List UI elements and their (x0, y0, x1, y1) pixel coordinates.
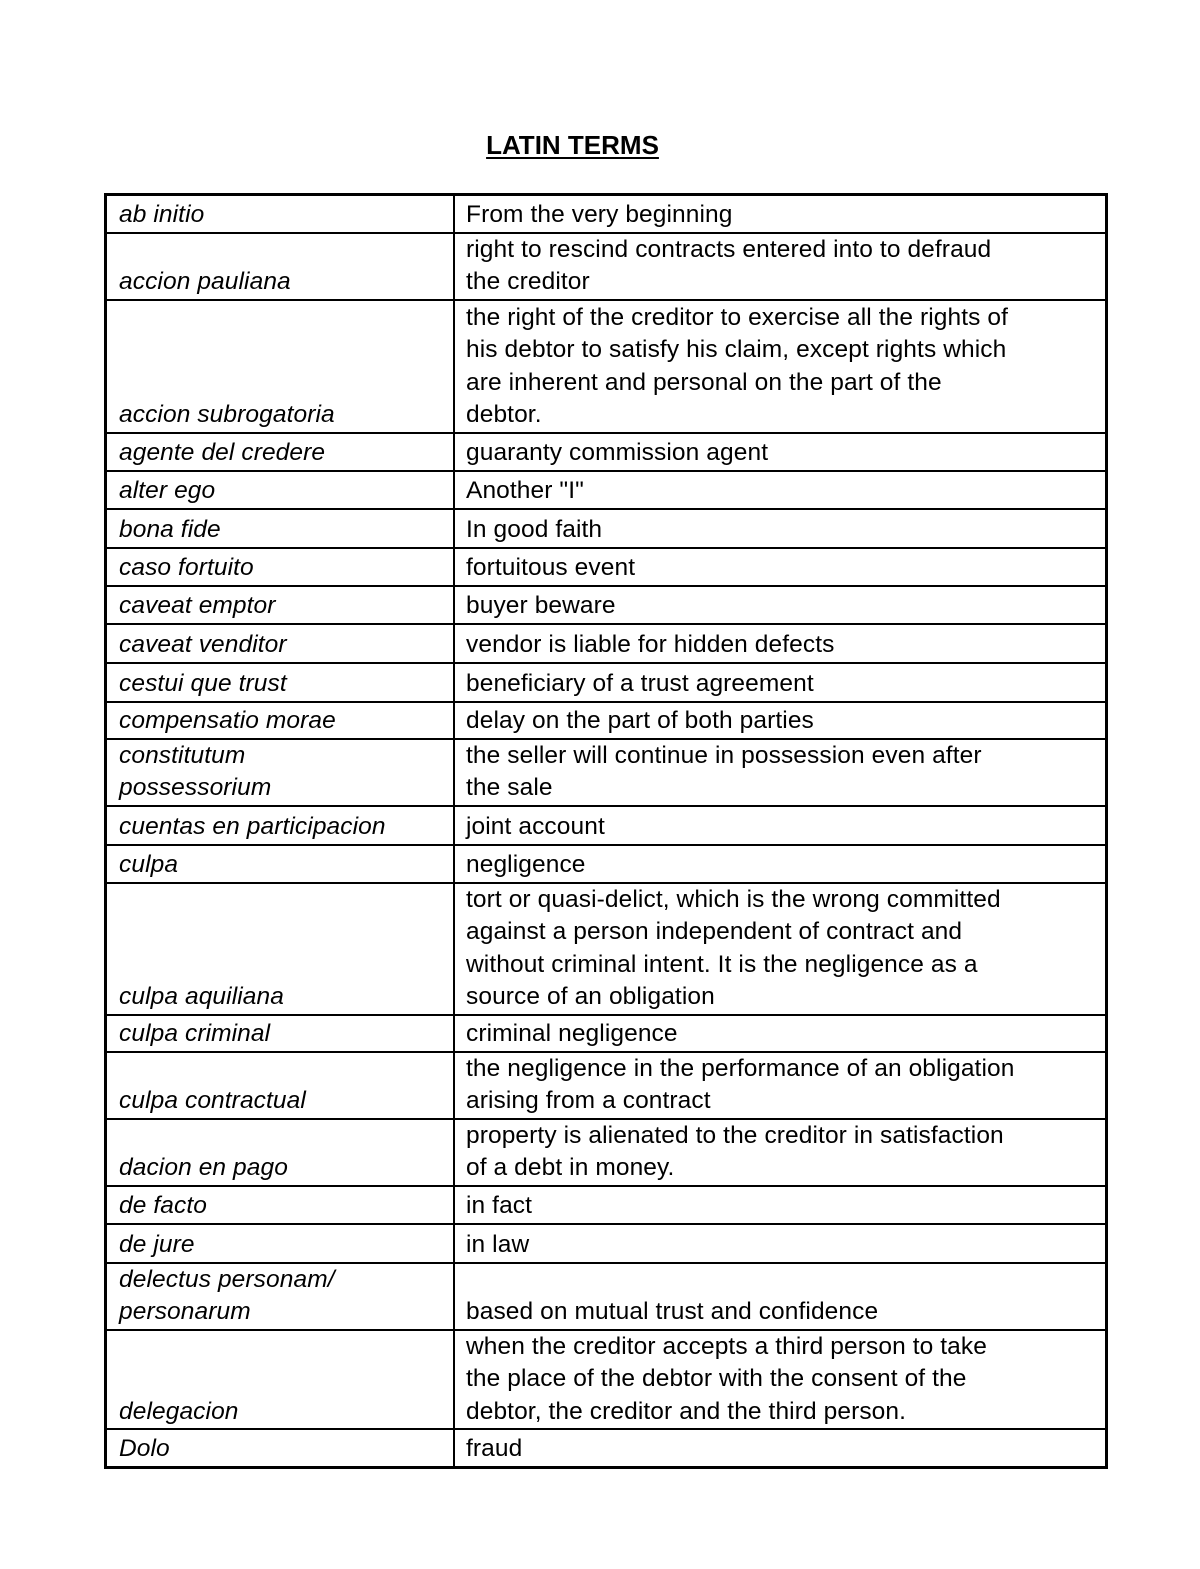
term-definition: fraud (453, 1428, 1108, 1468)
term-definition: In good faith (453, 507, 1108, 549)
table-row: bona fide In good faith (104, 507, 1108, 549)
term-definition: when the creditor accepts a third person… (453, 1328, 1108, 1430)
table-row: de facto in fact (104, 1184, 1108, 1225)
table-row: culpa negligence (104, 843, 1108, 884)
table-row: agente del credere guaranty commission ag… (104, 431, 1108, 472)
table-row: culpa contractual the negligence in the p… (104, 1050, 1108, 1120)
term-definition: criminal negligence (453, 1013, 1108, 1053)
term-definition: guaranty commission agent (453, 431, 1108, 472)
latin-term: dacion en pago (104, 1117, 455, 1187)
term-definition: buyer beware (453, 584, 1108, 625)
term-definition: negligence (453, 843, 1108, 884)
latin-term: alter ego (104, 469, 455, 510)
latin-term: delectus personam/ personarum (104, 1261, 455, 1331)
term-definition: the right of the creditor to exercise al… (453, 298, 1108, 434)
latin-term: culpa criminal (104, 1013, 455, 1053)
term-definition: fortuitous event (453, 546, 1108, 587)
table-row: accion subrogatoria the right of the cred… (104, 298, 1108, 434)
table-row: culpa criminal criminal negligence (104, 1013, 1108, 1053)
table-row: caso fortuito fortuitous event (104, 546, 1108, 587)
table-row: culpa aquiliana tort or quasi-delict, whi… (104, 881, 1108, 1016)
page-title: LATIN TERMS (486, 130, 659, 160)
latin-term: compensatio morae (104, 700, 455, 740)
table-row: compensatio morae delay on the part of bo… (104, 700, 1108, 740)
term-definition: delay on the part of both parties (453, 700, 1108, 740)
table-row: constitutum possessorium the seller will … (104, 737, 1108, 807)
latin-term: Dolo (104, 1428, 455, 1468)
latin-term: constitutum possessorium (104, 737, 455, 807)
table-row: cestui que trust beneficiary of a trust a… (104, 661, 1108, 703)
latin-term: caveat venditor (104, 622, 455, 664)
table-row: caveat venditor vendor is liable for hidd… (104, 622, 1108, 664)
latin-term: bona fide (104, 507, 455, 549)
table-row: dacion en pago property is alienated to t… (104, 1117, 1108, 1187)
latin-term: de jure (104, 1222, 455, 1264)
term-definition: property is alienated to the creditor in… (453, 1117, 1108, 1187)
term-definition: tort or quasi-delict, which is the wrong… (453, 881, 1108, 1016)
latin-term: culpa contractual (104, 1050, 455, 1120)
table-row: cuentas en participacion joint account (104, 804, 1108, 846)
latin-terms-table: ab initio From the very beginning accion p… (104, 193, 1108, 1469)
latin-term: culpa aquiliana (104, 881, 455, 1016)
table-row: delegacion when the creditor accepts a th… (104, 1328, 1108, 1430)
term-definition: in fact (453, 1184, 1108, 1225)
latin-term: delegacion (104, 1328, 455, 1430)
latin-term: cuentas en participacion (104, 804, 455, 846)
table-row: Dolo fraud (104, 1428, 1108, 1468)
term-definition: the seller will continue in possession e… (453, 737, 1108, 807)
latin-term: cestui que trust (104, 661, 455, 703)
table-row: accion pauliana right to rescind contract… (104, 231, 1108, 301)
term-definition: From the very beginning (453, 193, 1108, 234)
latin-term: caso fortuito (104, 546, 455, 587)
term-definition: the negligence in the performance of an … (453, 1050, 1108, 1120)
latin-term: agente del credere (104, 431, 455, 472)
latin-term: caveat emptor (104, 584, 455, 625)
table-row: delectus personam/ personarum based on mu… (104, 1261, 1108, 1331)
table-row: alter ego Another "I" (104, 469, 1108, 510)
latin-term: accion pauliana (104, 231, 455, 301)
term-definition: joint account (453, 804, 1108, 846)
latin-term: de facto (104, 1184, 455, 1225)
term-definition: right to rescind contracts entered into … (453, 231, 1108, 301)
latin-term: accion subrogatoria (104, 298, 455, 434)
table-row: de jure in law (104, 1222, 1108, 1264)
latin-term: ab initio (104, 193, 455, 234)
term-definition: beneficiary of a trust agreement (453, 661, 1108, 703)
term-definition: vendor is liable for hidden defects (453, 622, 1108, 664)
term-definition: Another "I" (453, 469, 1108, 510)
table-row: caveat emptor buyer beware (104, 584, 1108, 625)
term-definition: in law (453, 1222, 1108, 1264)
term-definition: based on mutual trust and confidence (453, 1261, 1108, 1331)
latin-term: culpa (104, 843, 455, 884)
table-row: ab initio From the very beginning (104, 193, 1108, 234)
